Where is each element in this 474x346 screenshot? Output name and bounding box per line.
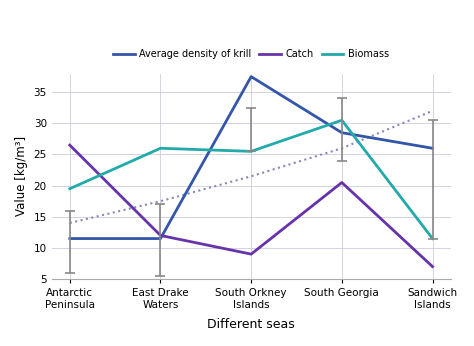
Legend: Average density of krill, Catch, Biomass: Average density of krill, Catch, Biomass — [109, 46, 393, 63]
Y-axis label: Value [kg/m³]: Value [kg/m³] — [15, 136, 28, 216]
X-axis label: Different seas: Different seas — [207, 318, 295, 331]
